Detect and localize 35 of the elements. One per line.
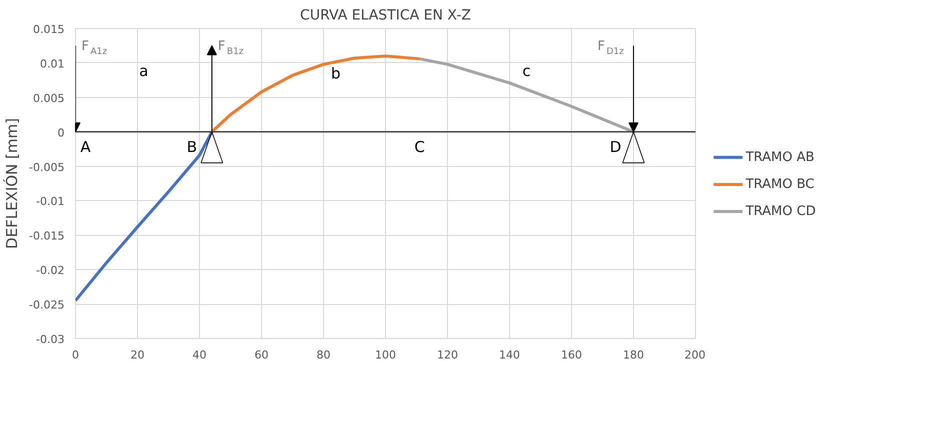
- legend-label: TRAMO AB: [744, 150, 814, 165]
- annotation: B: [186, 138, 198, 156]
- annotation: c: [522, 62, 531, 80]
- annotation: C: [414, 138, 425, 156]
- x-tick-label: 100: [375, 348, 396, 362]
- line-series: [76, 130, 214, 302]
- y-tick-label: 0: [58, 126, 64, 140]
- legend-label: TRAMO BC: [744, 176, 814, 192]
- legend-label: TRAMO CD: [744, 204, 816, 220]
- annotation: D: [610, 138, 622, 156]
- y-tick-label: -0.015: [29, 230, 65, 243]
- y-tick-label: 0.005: [33, 92, 65, 105]
- x-tick-label: 0: [72, 348, 79, 362]
- x-tick-label: 160: [561, 348, 582, 362]
- y-tick-label: -0.03: [36, 333, 65, 346]
- y-tick-label: -0.01: [36, 195, 65, 208]
- y-tick-label: -0.025: [29, 298, 65, 312]
- x-tick-label: 120: [437, 348, 458, 362]
- y-tick-label: 0.01: [40, 57, 65, 70]
- x-tick-label: 180: [623, 348, 644, 362]
- y-tick-label: 0.015: [33, 23, 65, 36]
- y-tick-label: -0.005: [29, 160, 65, 174]
- y-tick-label: -0.02: [36, 264, 65, 278]
- x-tick-label: 40: [192, 348, 206, 362]
- x-tick-label: 20: [130, 348, 144, 362]
- line-series: [210, 54, 422, 134]
- x-tick-label: 200: [684, 348, 706, 362]
- annotation: A: [80, 138, 92, 156]
- x-tick-label: 80: [316, 348, 330, 362]
- chart-title: CURVA ELASTICA EN X-Z: [300, 8, 471, 24]
- x-tick-label: 60: [254, 348, 268, 362]
- annotation: a: [139, 62, 148, 80]
- annotation: b: [330, 64, 341, 82]
- y-axis-title: DEFLEXIÓN [mm]: [3, 118, 22, 249]
- x-tick-label: 140: [499, 348, 520, 362]
